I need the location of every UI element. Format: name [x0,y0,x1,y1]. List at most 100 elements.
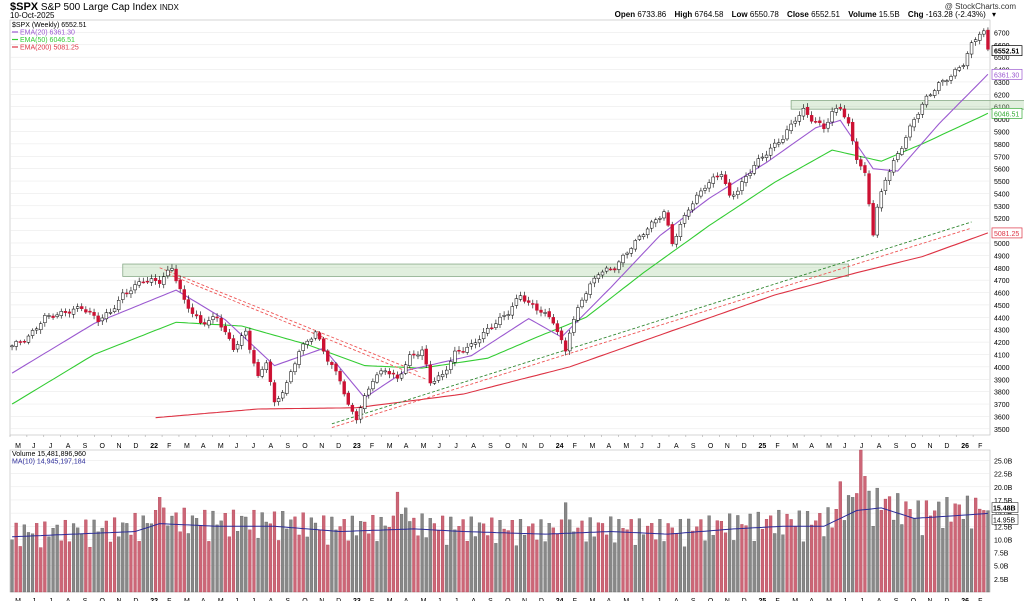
price-label-box [991,227,1023,239]
volume-bar [707,515,711,593]
volume-bar [719,521,724,593]
volume-x-tick-label: M [590,598,596,601]
volume-bar [436,530,441,593]
volume-x-tick-label: M [184,598,190,601]
volume-bar [252,509,256,593]
price-candle [723,174,728,184]
price-candle [748,173,752,176]
volume-bar [63,519,67,593]
price-candle [88,310,92,313]
price-legend-entry: EMA(20) 6361.30 [20,30,75,37]
price-candle [108,312,113,314]
price-candle [317,332,322,340]
price-x-tick-label: M [218,443,224,450]
volume-bar [47,536,51,593]
price-x-tick-label: M [387,443,393,450]
exchange: INDX [159,3,179,12]
index-name: S&P 500 Large Cap Index [40,2,157,13]
price-candle [859,159,863,167]
volume-bar [96,531,100,593]
price-candle [715,175,720,178]
price-candle [358,407,363,420]
volume-x-tick-label: J [235,598,239,601]
volume-bar [551,527,555,593]
volume-bar [535,539,539,593]
volume-bar [965,495,970,593]
volume-tick-label: 2.5B [994,577,1009,584]
volume-bar [617,519,621,593]
ohlc-summary: Open 6733.86 High 6764.58 Low 6550.78 Cl… [615,10,996,19]
price-candle [424,348,428,365]
volume-bar [461,519,465,593]
volume-x-tick-label: D [944,598,949,601]
volume-bar [375,541,379,593]
price-tick-label: 5000 [994,241,1010,248]
volume-bar [957,504,961,593]
price-candle [863,165,867,173]
price-tick-label: 4100 [994,352,1010,359]
price-x-tick-label: D [742,443,747,450]
volume-bar [420,513,424,593]
volume-bar [633,544,637,593]
volume-bar [974,497,978,593]
price-candle [14,341,18,347]
price-candle [781,139,785,143]
volume-bar [728,513,732,593]
volume-bar [490,517,494,593]
price-candle [203,322,207,325]
price-candle [256,362,260,377]
price-candle [481,332,486,340]
volume-bar [814,520,818,593]
volume-bar [108,541,113,593]
volume-bar [281,511,285,593]
price-tick-label: 4000 [994,365,1010,372]
volume-bar [678,519,683,593]
price-x-tick-label: S [83,443,88,450]
price-candle [900,148,904,155]
volume-tick-label: 12.5B [994,524,1013,531]
volume-bar [166,525,170,593]
price-x-tick-label: M [623,443,629,450]
price-tick-label: 5500 [994,179,1010,186]
volume-x-tick-label: N [725,598,730,601]
price-x-tick-label: D [336,443,341,450]
price-candle [75,306,80,309]
price-candle [367,388,371,396]
volume-tick-label: 10.0B [994,537,1013,544]
volume-bar [797,510,801,593]
trendline [331,227,972,428]
volume-bar [145,523,149,593]
price-x-tick-label: O [708,443,714,450]
price-candle [399,373,404,379]
volume-bar [293,516,297,593]
price-candle [834,108,838,113]
volume-bar [752,541,756,593]
volume-x-tick-label: O [302,598,308,601]
volume-bar [235,531,240,593]
volume-x-tick-label: M [218,598,224,601]
price-tick-label: 5400 [994,191,1010,198]
price-x-tick-label: F [573,443,577,450]
price-candle [609,268,613,271]
price-tick-label: 6500 [994,55,1010,62]
chevron-down-icon[interactable]: ▾ [991,10,996,19]
volume-bar [477,522,482,593]
volume-bar [654,539,658,593]
volume-bar [276,540,281,593]
price-candle [826,121,830,129]
price-candle [559,330,564,341]
price-candle [830,111,834,123]
price-x-tick-label: J [640,443,644,450]
price-candle [194,314,199,317]
price-candle [629,248,633,254]
price-candle [596,274,601,279]
price-candle [809,115,814,122]
volume-bar [912,518,916,593]
price-legend-entry: $SPX (Weekly) 6552.51 [12,22,87,29]
price-candle [354,411,359,421]
price-label: 6361.30 [994,72,1019,79]
volume-x-tick-label: O [505,598,511,601]
price-x-tick-label: J [437,443,441,450]
price-candle [801,107,806,117]
volume-x-tick-label: 24 [556,598,564,601]
